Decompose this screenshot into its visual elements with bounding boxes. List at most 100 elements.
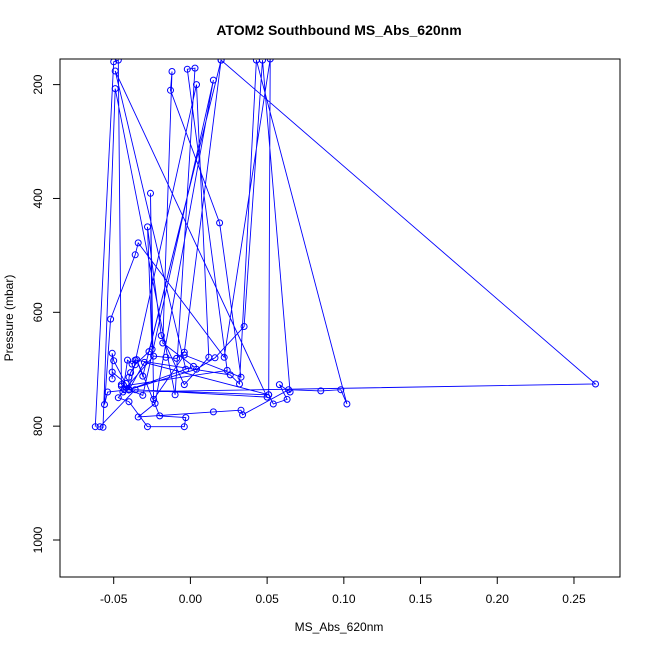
y-axis: 200 400 600 800 1000 [31,74,60,553]
data-point [133,356,141,364]
data-point [209,76,217,84]
data-point [223,366,231,374]
data-point [96,423,104,431]
data-point [134,413,142,421]
data-point [111,67,119,75]
data-point [237,373,245,381]
x-tick-label: 0.20 [486,592,510,606]
x-tick-label: 0.15 [409,592,433,606]
data-point [191,64,199,72]
data-point [134,239,142,247]
data-point [180,423,188,431]
data-point [114,394,122,402]
data-point [157,332,165,340]
y-axis-title: Pressure (mbar) [2,275,16,362]
data-point [125,398,133,406]
data-point [168,68,176,75]
data-point [180,348,188,356]
data-point [139,391,147,399]
data-point [131,361,139,369]
data-point [140,358,148,366]
data-point [182,414,190,422]
data-point [162,353,170,361]
data-point [159,339,167,347]
data-point [205,353,213,361]
data-point [317,387,325,395]
data-point [131,386,139,394]
data-point [180,381,188,389]
y-tick-label: 800 [31,416,45,436]
data-point [193,81,200,89]
data-point [592,380,599,388]
data-point [127,369,135,377]
data-point [216,219,224,227]
data-point [110,357,118,365]
y-tick-label: 600 [31,302,45,322]
data-point [128,360,136,368]
data-point [125,373,133,381]
x-tick-label: 0.25 [562,592,586,606]
data-point [150,352,158,360]
data-point [110,59,118,66]
x-tick-label: 0.00 [179,592,203,606]
data-point [111,85,119,93]
data-point [183,65,191,73]
data-point [124,356,131,364]
y-tick-label: 1000 [31,526,45,553]
data-point [252,59,260,64]
data-point [117,382,125,390]
data-point [151,399,159,407]
chart-title: ATOM2 Southbound MS_Abs_620nm [216,22,461,38]
data-point [239,411,247,419]
data-point [108,368,116,376]
data-point [283,395,291,403]
data-point [266,59,274,63]
data-point [237,406,245,414]
data-point [148,345,156,353]
series-line [94,59,597,428]
data-point [343,400,351,408]
data-point [285,386,293,394]
data-point [209,408,217,416]
data-point [240,323,248,330]
data-point [220,353,228,361]
data-point [91,423,99,431]
x-tick-label: 0.05 [255,592,279,606]
data-point [167,86,174,94]
data-point [101,401,108,408]
data-point [190,362,197,370]
data-point [144,423,151,431]
data-point [182,365,190,373]
data-point [139,372,147,380]
plot-frame [59,58,621,578]
data-point [156,412,164,420]
data-point [263,393,271,401]
x-tick-label: -0.05 [100,592,128,606]
data-point [236,380,243,388]
data-point [180,351,188,359]
data-point [108,349,116,357]
y-tick-label: 400 [31,188,45,208]
data-point [171,391,179,399]
data-point [275,381,283,389]
data-point [107,315,115,323]
data-point [108,375,116,383]
data-point [99,423,107,431]
x-axis-title: MS_Abs_620nm [295,620,384,634]
x-axis: -0.05 0.00 0.05 0.10 0.15 0.20 0.25 [100,577,586,606]
data-point [269,400,277,408]
data-point [150,395,158,403]
series-layer [91,59,599,431]
data-point [114,59,122,64]
x-tick-label: 0.10 [332,592,356,606]
data-point [104,388,112,396]
data-point [217,59,225,64]
data-point [131,251,139,259]
data-point [173,354,181,362]
y-tick-label: 200 [31,74,45,94]
data-point [144,223,151,231]
data-point [147,189,154,197]
data-point [337,386,345,394]
